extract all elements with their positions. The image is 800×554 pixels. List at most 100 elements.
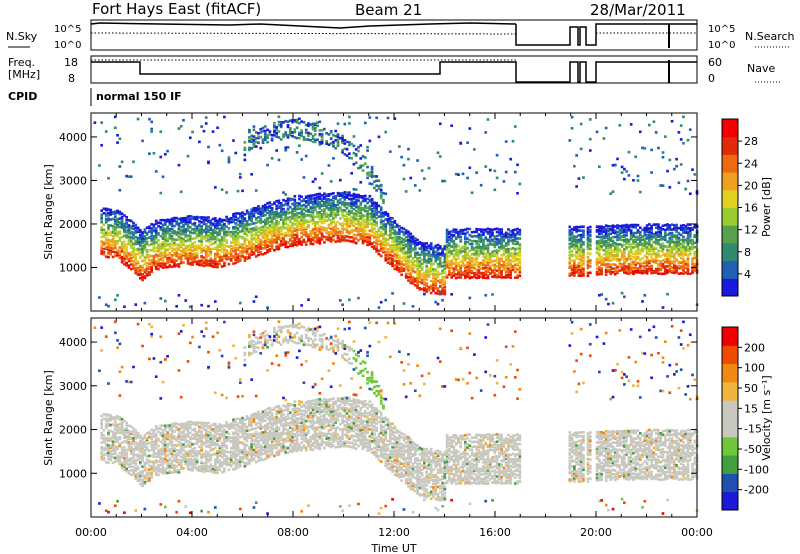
colorbar-tick-label: 8	[744, 246, 751, 259]
echo-cell	[429, 245, 433, 248]
echo-cell	[341, 141, 344, 144]
echo-cell	[304, 240, 308, 244]
echo-cell	[352, 187, 356, 191]
echo-cell	[100, 217, 104, 221]
echo-cell	[323, 213, 326, 217]
echo-cell	[588, 240, 592, 243]
echo-cell	[282, 237, 285, 240]
echo-cell	[275, 207, 278, 211]
echo-cell	[150, 239, 154, 243]
echo-cell	[143, 465, 147, 469]
echo-cell	[479, 240, 483, 244]
echo-cell	[129, 267, 133, 271]
echo-cell	[445, 274, 449, 278]
echo-cell	[420, 253, 424, 256]
echo-cell	[493, 252, 497, 256]
echo-cell	[434, 268, 438, 271]
echo-cell	[427, 274, 431, 277]
echo-cell	[311, 209, 315, 212]
echo-cell	[229, 230, 233, 234]
echo-cell	[325, 215, 328, 218]
echo-cell	[407, 266, 410, 270]
echo-cell	[177, 235, 181, 238]
echo-cell	[461, 261, 465, 264]
echo-cell	[488, 240, 492, 243]
echo-cell	[623, 254, 626, 258]
echo-cell	[573, 271, 576, 275]
echo-cell	[573, 264, 576, 268]
echo-cell	[141, 481, 144, 485]
echo-cell	[243, 219, 247, 223]
echo-cell	[648, 261, 651, 265]
echo-cell	[234, 222, 238, 225]
echo-cell	[241, 252, 244, 255]
echo-cell	[345, 225, 349, 228]
echo-cell	[304, 123, 308, 127]
echo-cell	[477, 245, 481, 249]
echo-cell	[161, 251, 165, 255]
echo-cell	[236, 219, 240, 223]
echo-cell	[345, 194, 349, 197]
echo-cell	[316, 195, 319, 199]
echo-cell	[102, 252, 106, 256]
echo-cell	[216, 126, 219, 130]
echo-cell	[618, 224, 622, 228]
echo-cell	[268, 238, 272, 242]
echo-cell	[498, 249, 501, 253]
echo-cell	[107, 446, 110, 450]
echo-cell	[282, 133, 285, 136]
echo-cell	[388, 223, 392, 227]
echo-cell	[275, 199, 278, 203]
echo-cell	[588, 243, 592, 247]
echo-cell	[148, 262, 151, 266]
echo-cell	[370, 212, 374, 216]
echo-cell	[688, 241, 692, 245]
echo-cell	[318, 215, 322, 218]
echo-cell	[241, 218, 244, 222]
echo-cell	[293, 241, 297, 244]
echo-cell	[373, 235, 376, 239]
echo-cell	[507, 257, 510, 261]
echo-cell	[348, 191, 351, 194]
echo-cell	[395, 225, 399, 229]
echo-cell	[120, 449, 124, 452]
echo-cell	[304, 243, 308, 246]
echo-cell	[661, 245, 665, 248]
echo-cell	[429, 259, 433, 263]
echo-cell	[373, 212, 376, 216]
echo-cell	[604, 268, 608, 272]
echo-cell	[427, 251, 431, 255]
echo-cell	[120, 430, 124, 433]
echo-cell	[438, 155, 442, 158]
echo-cell	[109, 418, 113, 422]
echo-cell	[304, 195, 308, 199]
echo-cell	[159, 234, 163, 238]
echo-cell	[616, 258, 619, 261]
echo-cell	[600, 270, 603, 273]
echo-cell	[627, 255, 631, 259]
echo-cell	[204, 227, 208, 231]
echo-cell	[220, 228, 224, 232]
echo-cell	[179, 228, 183, 232]
echo-cell	[379, 215, 383, 218]
echo-cell	[429, 269, 433, 273]
echo-cell	[484, 247, 488, 250]
echo-cell	[311, 197, 315, 200]
echo-cell	[413, 255, 417, 259]
echo-cell	[429, 255, 433, 258]
echo-cell	[636, 268, 640, 272]
echo-cell	[641, 244, 644, 248]
echo-cell	[448, 263, 451, 266]
echo-cell	[238, 243, 242, 246]
echo-cell	[182, 216, 185, 220]
echo-cell	[466, 237, 469, 240]
echo-cell	[309, 206, 313, 209]
noise-right-label: N.Search	[745, 30, 795, 43]
echo-cell	[343, 195, 347, 199]
echo-cell	[193, 231, 197, 235]
echo-cell	[184, 222, 188, 226]
echo-cell	[598, 227, 601, 231]
echo-cell	[248, 218, 251, 221]
echo-cell	[275, 226, 278, 229]
echo-cell	[211, 242, 215, 246]
